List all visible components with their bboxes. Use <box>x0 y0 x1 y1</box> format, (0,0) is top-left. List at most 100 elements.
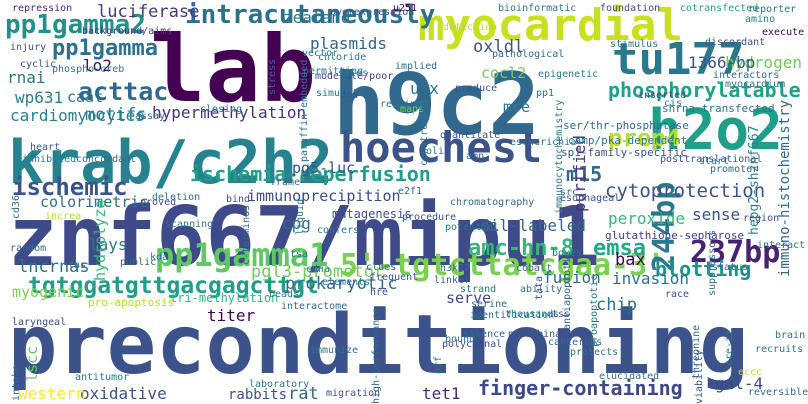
cloud-word: sense <box>692 205 741 224</box>
cloud-word: oxldl <box>473 37 525 57</box>
cloud-word: lab <box>150 16 317 123</box>
cloud-word: implied <box>395 61 438 72</box>
cloud-word: cyclic <box>20 59 57 70</box>
cloud-word: tet1 <box>422 384 461 403</box>
cloud-word: rnai <box>7 68 46 87</box>
cloud-word: phospho-creb <box>52 64 125 75</box>
cloud-word: increa <box>45 211 82 222</box>
cloud-word: liquid <box>295 198 306 235</box>
cloud-word: peroxide <box>608 209 686 228</box>
cloud-word: tri-methylation <box>170 291 279 305</box>
cloud-word: ser/thr-phosphatase <box>563 119 689 132</box>
cloud-word: doa <box>340 90 359 101</box>
cloud-word: invasion <box>612 269 690 288</box>
cloud-word: execute <box>762 27 805 38</box>
cloud-word: myogenic <box>12 283 85 301</box>
cloud-word: immunize <box>310 345 359 356</box>
cloud-word: pp1gamma2 <box>5 10 146 40</box>
cloud-word: inserted <box>638 90 687 101</box>
cloud-word: antiapoptotic <box>562 251 573 330</box>
cloud-word: injury <box>10 42 47 53</box>
cloud-word: reading <box>380 99 423 110</box>
cloud-word: bioinformatic <box>498 3 577 14</box>
cloud-word: plasmids <box>310 34 388 53</box>
cloud-word: hydrogen <box>725 53 803 72</box>
cloud-word: cocl2 <box>481 64 527 82</box>
cloud-word: pp1gamma <box>52 36 158 61</box>
cloud-word: linker <box>434 275 471 286</box>
cloud-word: vector <box>302 48 339 59</box>
cloud-word: wp631 <box>15 88 64 107</box>
cloud-word: emsa <box>593 236 646 261</box>
cloud-word: zealand <box>283 8 351 27</box>
cloud-word: m15 <box>566 162 603 186</box>
cloud-word: polyclonal <box>442 339 503 350</box>
cloud-word: fas <box>68 260 87 271</box>
cloud-word: amino <box>745 14 776 25</box>
cloud-word: concordant <box>76 154 137 165</box>
cloud-word: mre <box>503 98 531 116</box>
cloud-word: moderate/poor <box>315 71 394 82</box>
cloud-word: cotransfected <box>680 3 759 14</box>
cloud-word: threonine <box>691 324 702 379</box>
cloud-word: h3k27 <box>440 263 471 274</box>
cloud-word: region <box>743 213 780 224</box>
cloud-word: inhibited <box>22 154 77 165</box>
cloud-word: camp/pka-dependent <box>568 134 688 147</box>
cloud-word: antitumor <box>75 372 130 383</box>
cloud-word: serine <box>471 299 508 310</box>
cloud-word: deletion <box>152 192 201 203</box>
cloud-word: migration <box>326 388 381 399</box>
cloud-word: lo2 <box>83 56 112 75</box>
cloud-word: elements <box>322 277 371 288</box>
cloud-word: frame <box>270 177 301 188</box>
cloud-word: closing <box>200 104 243 115</box>
cloud-word: frequent <box>370 272 419 283</box>
cloud-word: intracutaneously <box>185 0 436 30</box>
cloud-word: 1366-bp <box>688 53 756 72</box>
cloud-word: hre <box>370 287 389 298</box>
cloud-word: proved <box>140 197 177 208</box>
cloud-word: cdna <box>306 264 331 275</box>
cloud-word: eccc <box>738 367 763 378</box>
cloud-word: hoechest <box>340 123 543 172</box>
cloud-word: titer <box>207 306 256 325</box>
cloud-word: interactors <box>713 70 780 81</box>
cloud-word: sites <box>338 68 369 79</box>
cloud-word: silence <box>463 329 506 340</box>
cloud-word: confers <box>317 225 360 236</box>
cloud-word: interactome <box>281 301 348 312</box>
cloud-word: cardiomyocytes <box>10 106 145 125</box>
cloud-word: laboratory <box>249 379 310 390</box>
cloud-word: gal-4 <box>715 374 764 393</box>
cloud-word: acttac <box>78 77 169 106</box>
cloud-word: blotting <box>655 257 752 281</box>
cloud-word: cre-ii <box>724 329 735 366</box>
cloud-word: lscc <box>23 345 41 382</box>
cloud-word: lays <box>89 235 128 254</box>
cloud-word: escherichia <box>510 137 577 148</box>
cloud-word: bound <box>445 334 476 345</box>
cloud-word: discordant <box>705 37 766 48</box>
cloud-word: race <box>665 289 690 300</box>
cloud-word: reporter <box>748 4 797 15</box>
cloud-word: prokaryotic <box>285 274 398 294</box>
cloud-word: phosphorylatable <box>608 78 801 102</box>
cloud-word: recruits <box>755 344 804 355</box>
cloud-word: quantitate <box>440 130 501 141</box>
cloud-word: glutathione-sepharose <box>605 229 745 242</box>
cloud-word: oxidative <box>80 384 167 403</box>
cloud-word: reversible <box>748 387 808 398</box>
cloud-word: cancerous <box>548 337 603 348</box>
cloud-word: bax <box>615 250 646 270</box>
cloud-word: stimulus <box>610 39 659 50</box>
cloud-word: src <box>560 187 579 198</box>
cloud-word: esophageal <box>560 193 621 204</box>
cloud-word: protects <box>570 347 619 358</box>
cloud-word: scanning <box>165 219 214 230</box>
cloud-word: amp <box>466 151 485 162</box>
cloud-word: epigenetic <box>538 69 599 80</box>
cloud-word: interact <box>757 240 806 251</box>
cloud-word: hydrolyze <box>91 199 109 281</box>
cloud-word: foundation <box>600 3 661 14</box>
